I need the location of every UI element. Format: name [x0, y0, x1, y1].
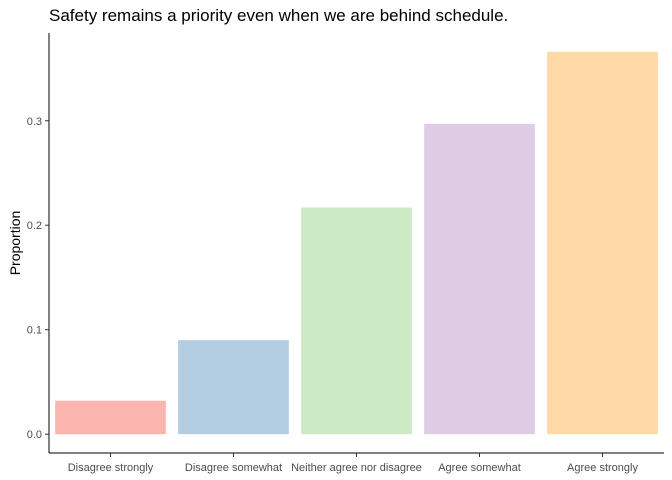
x-tick-label: Agree somewhat	[438, 462, 521, 474]
bar-2	[301, 207, 412, 435]
chart-title: Safety remains a priority even when we a…	[49, 6, 509, 25]
y-tick-label: 0.2	[27, 220, 42, 232]
bar-4	[547, 51, 658, 435]
bar-0	[55, 400, 166, 435]
bars-group	[55, 51, 658, 435]
x-tick-label: Disagree strongly	[68, 462, 154, 474]
x-axis-ticks: Disagree strongly Disagree somewhat Neithe…	[68, 453, 638, 474]
y-tick-label: 0.3	[27, 116, 42, 128]
y-axis-ticks: 0.0 0.1 0.2 0.3	[27, 116, 49, 441]
y-axis-title: Proportion	[7, 211, 23, 276]
bar-1	[178, 340, 289, 435]
x-tick-label: Disagree somewhat	[185, 462, 282, 474]
x-tick-label: Agree strongly	[567, 462, 638, 474]
y-tick-label: 0.0	[27, 429, 42, 441]
bar-3	[424, 123, 535, 435]
y-tick-label: 0.1	[27, 325, 42, 337]
x-tick-label: Neither agree nor disagree	[291, 462, 422, 474]
